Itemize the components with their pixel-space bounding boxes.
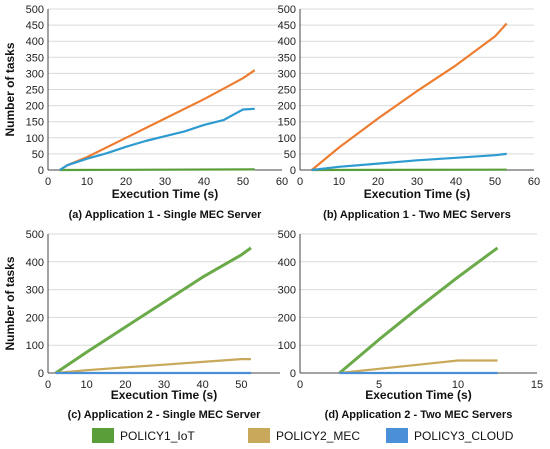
y-tick-label: 500: [26, 4, 44, 16]
y-tick-label: 500: [26, 229, 44, 241]
y-tick-label: 50: [32, 149, 44, 161]
x-tick-label: 15: [531, 379, 543, 391]
x-tick-label: 30: [158, 379, 170, 391]
legend-label: POLICY3_CLOUD: [414, 429, 514, 443]
y-tick-label: 100: [26, 133, 44, 145]
legend-swatch: [92, 428, 114, 443]
series-line-policy3_cloud: [59, 107, 255, 171]
y-tick-label: 350: [26, 52, 44, 64]
y-tick-label: 0: [290, 165, 296, 177]
x-axis-label: Execution Time (s): [364, 187, 470, 201]
x-axis-label: Execution Time (s): [365, 388, 471, 402]
y-tick-label: 50: [284, 149, 296, 161]
legend-swatch: [386, 428, 408, 443]
y-tick-label: 450: [278, 20, 296, 32]
panel-caption: (b) Application 1 - Two MEC Servers: [323, 209, 511, 221]
x-tick-label: 30: [411, 176, 423, 188]
x-tick-label: 10: [81, 176, 93, 188]
x-tick-label: 40: [198, 176, 210, 188]
y-tick-label: 350: [278, 52, 296, 64]
y-tick-label: 500: [278, 4, 296, 16]
series-line-policy1_iot: [54, 246, 252, 375]
y-tick-label: 200: [26, 312, 44, 324]
y-tick-label: 0: [38, 368, 44, 380]
x-tick-label: 10: [81, 379, 93, 391]
legend-label: POLICY1_IoT: [120, 429, 195, 443]
y-axis-label: Number of tasks: [3, 42, 17, 136]
y-tick-label: 300: [26, 68, 44, 80]
y-tick-label: 0: [290, 368, 296, 380]
chart-panel-2: 0 50 100 150 200 250 300 350 400 450 500 0 10 20 30 40 5…: [278, 4, 540, 221]
x-tick-label: 0: [297, 379, 303, 391]
legend-item: POLICY2_MEC: [248, 428, 360, 443]
y-tick-label: 400: [278, 257, 296, 269]
x-tick-label: 20: [120, 176, 132, 188]
x-tick-label: 10: [333, 176, 345, 188]
y-tick-label: 0: [38, 165, 44, 177]
legend-item: POLICY1_IoT: [92, 428, 195, 443]
y-tick-label: 200: [278, 101, 296, 113]
x-tick-label: 60: [276, 176, 288, 188]
chart-panel-4: 0 100 200 300 400 500 0 5 10 15 Execution Time (s)…: [278, 229, 543, 421]
x-axis-label: Execution Time (s): [112, 187, 218, 201]
y-tick-label: 100: [278, 133, 296, 145]
x-tick-label: 50: [235, 379, 247, 391]
y-tick-label: 300: [278, 285, 296, 297]
series-line-policy2_mec: [339, 359, 498, 375]
x-tick-label: 40: [450, 176, 462, 188]
legend-item: POLICY3_CLOUD: [386, 428, 514, 443]
y-tick-label: 300: [26, 285, 44, 297]
x-tick-label: 40: [197, 379, 209, 391]
y-tick-label: 500: [278, 229, 296, 241]
chart-panel-3: 0 100 200 300 400 500 0 10 20 30 40 50 Execution Tim…: [3, 229, 280, 421]
y-tick-label: 200: [278, 312, 296, 324]
legend-swatch: [248, 428, 270, 443]
y-axis-label: Number of tasks: [3, 256, 17, 350]
panel-caption: (c) Application 2 - Single MEC Server: [68, 409, 261, 421]
x-tick-label: 30: [159, 176, 171, 188]
x-tick-label: 5: [376, 379, 382, 391]
x-tick-label: 0: [45, 176, 51, 188]
series-line-policy3_cloud: [311, 152, 507, 172]
x-tick-label: 20: [119, 379, 131, 391]
chart-panel-1: 0 50 100 150 200 250 300 350 400 450 500 0 10 20 30 40 5…: [3, 4, 288, 221]
y-tick-label: 250: [278, 85, 296, 97]
x-tick-label: 0: [45, 379, 51, 391]
legend-label: POLICY2_MEC: [276, 429, 360, 443]
y-tick-label: 300: [278, 68, 296, 80]
y-tick-label: 400: [26, 36, 44, 48]
panel-caption: (a) Application 1 - Single MEC Server: [69, 209, 262, 221]
series-line-policy2_mec: [55, 358, 251, 375]
y-tick-label: 400: [278, 36, 296, 48]
panel-caption: (d) Application 2 - Two MEC Servers: [325, 409, 513, 421]
y-tick-label: 150: [278, 117, 296, 129]
x-tick-label: 20: [372, 176, 384, 188]
series-line-policy1_iot: [59, 168, 255, 172]
series-line-policy2_mec: [311, 22, 508, 171]
y-tick-label: 400: [26, 257, 44, 269]
y-tick-label: 150: [26, 117, 44, 129]
x-tick-label: 0: [297, 176, 303, 188]
x-tick-label: 10: [452, 379, 464, 391]
series-line-policy1_iot: [338, 246, 499, 375]
x-axis-label: Execution Time (s): [111, 388, 217, 402]
y-tick-label: 100: [278, 340, 296, 352]
y-tick-label: 450: [26, 20, 44, 32]
y-tick-label: 100: [26, 340, 44, 352]
y-tick-label: 250: [26, 85, 44, 97]
x-tick-label: 50: [237, 176, 249, 188]
legend: POLICY1_IoT POLICY2_MEC POLICY3_CLOUD: [92, 428, 514, 443]
x-tick-label: 50: [489, 176, 501, 188]
y-tick-label: 200: [26, 101, 44, 113]
x-tick-label: 60: [528, 176, 540, 188]
